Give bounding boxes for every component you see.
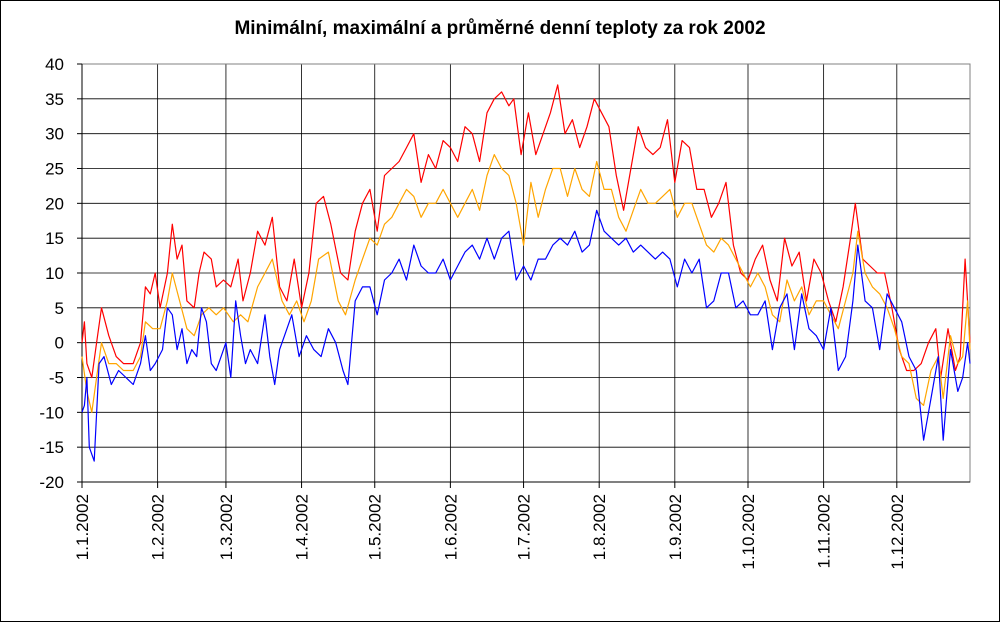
y-tick-label: -10 [39,403,64,422]
x-tick-label: 1.3.2002 [217,494,236,560]
series-line-min [81,209,971,462]
y-tick-label: -5 [49,369,64,388]
axes: 40 35 30 25 20 15 10 5 0 -5 -10 -15 -20 1.1.2002 1.2.2… [39,55,970,570]
chart-title: Minimální, maximální a průměrné denní te… [234,18,766,39]
x-tick-label: 1.10.2002 [739,494,758,570]
gridlines [81,63,971,483]
x-tick-label: 1.1.2002 [73,494,92,560]
x-tick-label: 1.11.2002 [815,494,834,568]
y-tick-label: -15 [39,438,64,457]
x-tick-label: 1.4.2002 [293,494,312,560]
y-tick-label: 40 [45,55,64,74]
y-tick-label: 5 [55,299,64,318]
x-tick-label: 1.2.2002 [149,494,168,560]
series-line-max [81,84,971,379]
x-tick-label: 1.5.2002 [366,494,385,560]
y-tick-label: 10 [45,264,64,283]
y-tick-label: 35 [45,90,64,109]
series-lines [81,84,971,462]
series-line-avg [81,154,971,413]
x-tick-label: 1.8.2002 [590,494,609,560]
y-tick-label: -20 [39,473,64,492]
y-tick-label: 0 [55,334,64,353]
y-tick-label: 25 [45,160,64,179]
y-tick-label: 20 [45,194,64,213]
y-tick-label: 15 [45,229,64,248]
y-tick-label: 30 [45,125,64,144]
x-tick-label: 1.12.2002 [888,494,907,570]
x-tick-label: 1.7.2002 [515,494,534,560]
x-tick-label: 1.6.2002 [441,494,460,560]
x-tick-label: 1.9.2002 [666,494,685,560]
